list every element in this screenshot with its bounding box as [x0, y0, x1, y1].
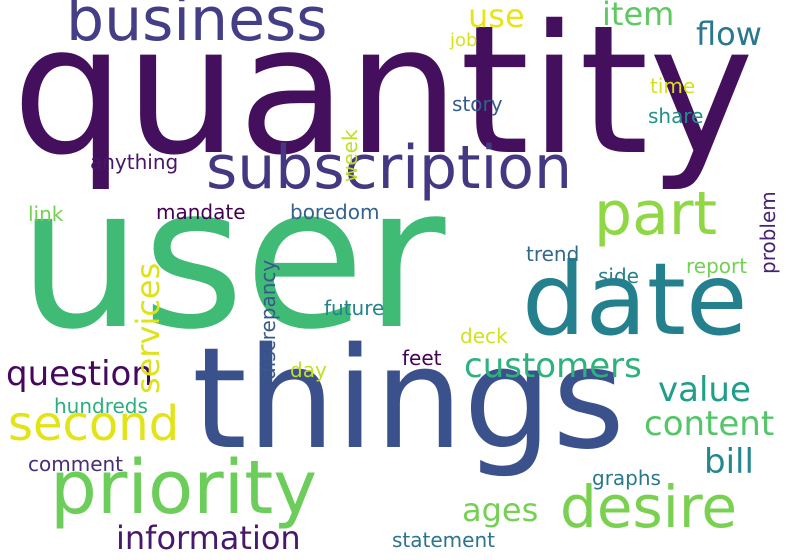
word-report: report — [686, 254, 748, 278]
word-anything: anything — [90, 150, 179, 174]
word-graphs: graphs — [592, 466, 661, 490]
word-desire: desire — [560, 473, 738, 542]
word-information: information — [116, 518, 301, 557]
word-comment: comment — [28, 452, 124, 476]
word-story: story — [452, 92, 503, 116]
word-priority: priority — [50, 445, 318, 532]
word-future: future — [324, 296, 385, 320]
word-deck: deck — [460, 324, 508, 348]
word-discrepancy: discrepancy — [256, 259, 280, 380]
word-subscription: subscription — [206, 133, 572, 203]
word-content: content — [644, 404, 775, 445]
word-time: time — [650, 74, 696, 98]
word-question: question — [6, 354, 153, 395]
word-day: day — [290, 358, 327, 382]
word-mandate: mandate — [156, 200, 246, 224]
word-link: link — [28, 202, 64, 226]
word-business: business — [66, 0, 328, 55]
word-trend: trend — [526, 242, 580, 266]
word-week: week — [338, 129, 362, 182]
word-bill: bill — [704, 442, 754, 483]
word-date: date — [522, 241, 748, 358]
word-hundreds: hundreds — [54, 394, 148, 418]
word-share: share — [648, 104, 704, 128]
word-ages: ages — [462, 490, 539, 529]
word-use: use — [468, 0, 525, 35]
word-side: side — [598, 264, 639, 288]
word-item: item — [602, 0, 675, 33]
word-job: job — [450, 30, 478, 52]
word-flow: flow — [696, 14, 762, 53]
word-value: value — [658, 370, 751, 411]
word-things: things — [192, 318, 626, 481]
word-part: part — [594, 179, 718, 249]
word-second: second — [8, 396, 180, 453]
word-services: services — [129, 262, 167, 394]
word-feet: feet — [402, 346, 442, 370]
word-boredom: boredom — [290, 200, 380, 224]
word-customers: customers — [464, 346, 642, 387]
word-user: user — [18, 144, 446, 373]
word-statement: statement — [392, 528, 495, 552]
word-problem: problem — [756, 191, 780, 274]
word-quantity: quantity — [12, 0, 755, 195]
